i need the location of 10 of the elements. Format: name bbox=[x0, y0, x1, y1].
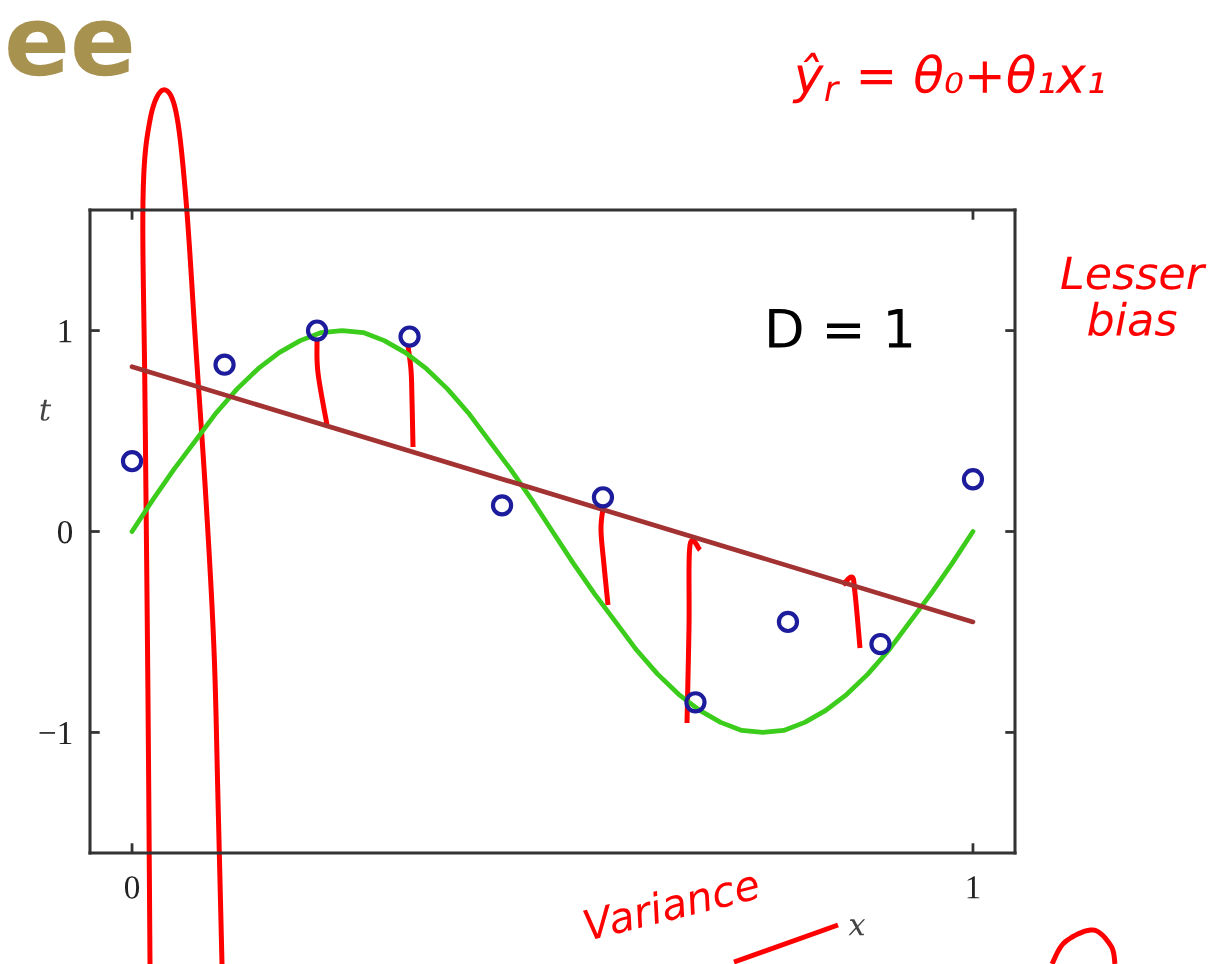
x-axis-title: x bbox=[848, 919, 866, 936]
annotation: D = 1 bbox=[769, 309, 912, 348]
text: ŷ$_{r}$ = θ₀+θ₁x₁ bbox=[792, 52, 1104, 104]
y-tick-label: 0 bbox=[57, 520, 73, 544]
text: Variance bbox=[582, 867, 761, 941]
y-axis-title: t bbox=[40, 399, 52, 421]
y-tick-label: −1 bbox=[39, 722, 72, 744]
chart-title: ee bbox=[8, 20, 132, 77]
text: Lesser bias bbox=[1061, 256, 1207, 337]
y-tick-label: 1 bbox=[59, 320, 72, 343]
